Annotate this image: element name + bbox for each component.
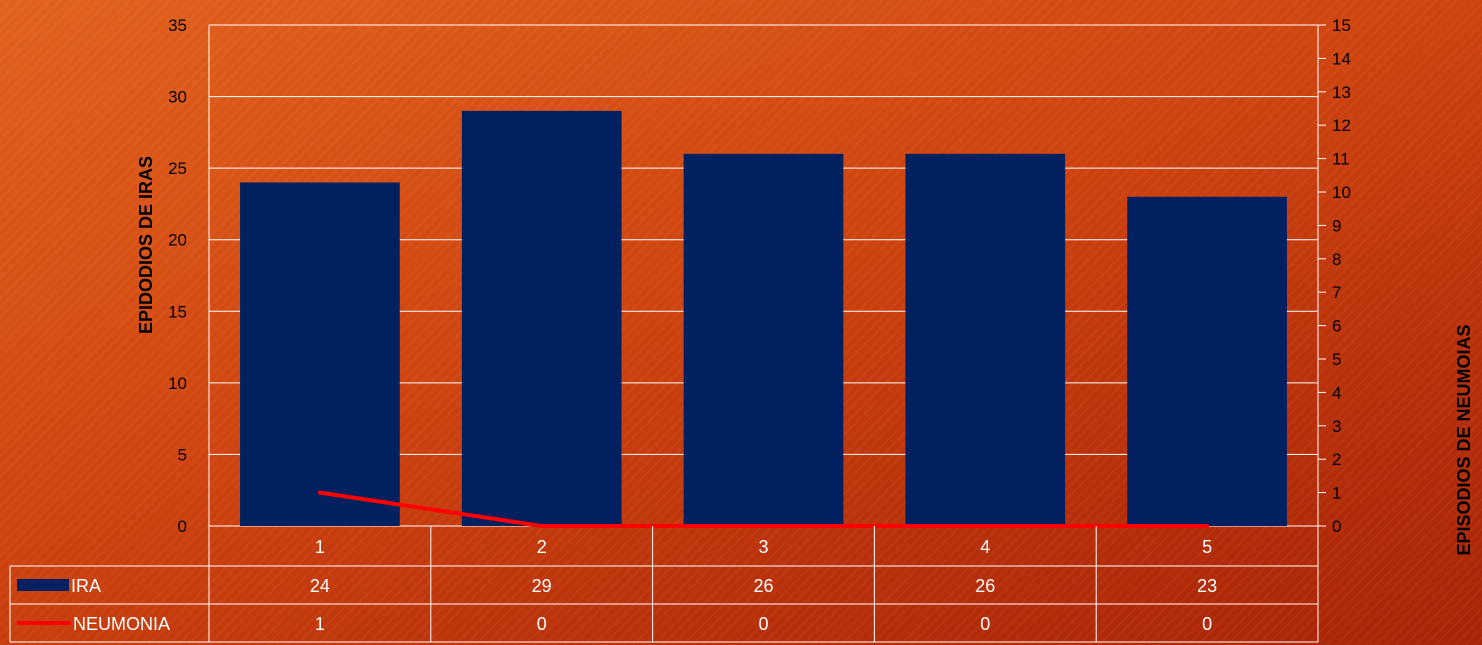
- category-label-2: 2: [537, 537, 547, 557]
- right-tick-label-1: 1: [1332, 484, 1341, 503]
- right-tick-label-2: 2: [1332, 450, 1341, 469]
- category-label-4: 4: [980, 537, 990, 557]
- left-tick-label-3: 15: [168, 302, 187, 321]
- right-tick-label-8: 8: [1332, 250, 1341, 269]
- table-cell-neumonia-1: 1: [315, 614, 325, 634]
- right-tick-label-7: 7: [1332, 283, 1341, 302]
- ira-bar-4: [905, 154, 1065, 526]
- right-tick-label-5: 5: [1332, 350, 1341, 369]
- table-cell-ira-4: 26: [975, 576, 995, 596]
- table-cell-neumonia-5: 0: [1202, 614, 1212, 634]
- ira-bars: [240, 111, 1287, 526]
- right-tick-label-10: 10: [1332, 183, 1351, 202]
- table-cell-ira-3: 26: [753, 576, 773, 596]
- right-tick-label-0: 0: [1332, 517, 1341, 536]
- table-cell-ira-1: 24: [310, 576, 330, 596]
- category-label-1: 1: [315, 537, 325, 557]
- table-cell-ira-2: 29: [532, 576, 552, 596]
- left-tick-label-1: 5: [178, 445, 187, 464]
- right-tick-label-12: 12: [1332, 116, 1351, 135]
- table-cell-ira-5: 23: [1197, 576, 1217, 596]
- table-cell-neumonia-4: 0: [980, 614, 990, 634]
- left-tick-label-2: 10: [168, 374, 187, 393]
- right-tick-label-15: 15: [1332, 16, 1351, 35]
- left-tick-label-5: 25: [168, 159, 187, 178]
- legend-key-ira: [17, 579, 69, 591]
- right-tick-label-3: 3: [1332, 417, 1341, 436]
- right-axis-title: EPISODIOS DE NEUMOIAS: [1454, 324, 1474, 555]
- ira-bar-1: [240, 182, 400, 526]
- table-cell-neumonia-2: 0: [537, 614, 547, 634]
- left-axis-ticks: 0 5 10 15 20 25 30 35: [168, 16, 187, 536]
- left-axis-title: EPIDODIOS DE IRAS: [136, 156, 156, 334]
- category-label-5: 5: [1202, 537, 1212, 557]
- left-tick-label-0: 0: [178, 517, 187, 536]
- right-tick-label-14: 14: [1332, 49, 1351, 68]
- ira-bar-3: [684, 154, 844, 526]
- right-tick-label-4: 4: [1332, 383, 1341, 402]
- left-tick-label-4: 20: [168, 231, 187, 250]
- ira-bar-2: [462, 111, 622, 526]
- left-tick-label-6: 30: [168, 88, 187, 107]
- legend-label-ira: IRA: [71, 576, 101, 596]
- right-tick-label-6: 6: [1332, 317, 1341, 336]
- right-tick-label-11: 11: [1332, 150, 1350, 169]
- category-label-3: 3: [758, 537, 768, 557]
- legend-label-neumonia: NEUMONIA: [73, 614, 170, 634]
- left-tick-label-7: 35: [168, 16, 187, 35]
- table-cell-neumonia-3: 0: [758, 614, 768, 634]
- ira-bar-5: [1127, 197, 1287, 526]
- right-tick-label-9: 9: [1332, 216, 1341, 235]
- right-tick-label-13: 13: [1332, 83, 1351, 102]
